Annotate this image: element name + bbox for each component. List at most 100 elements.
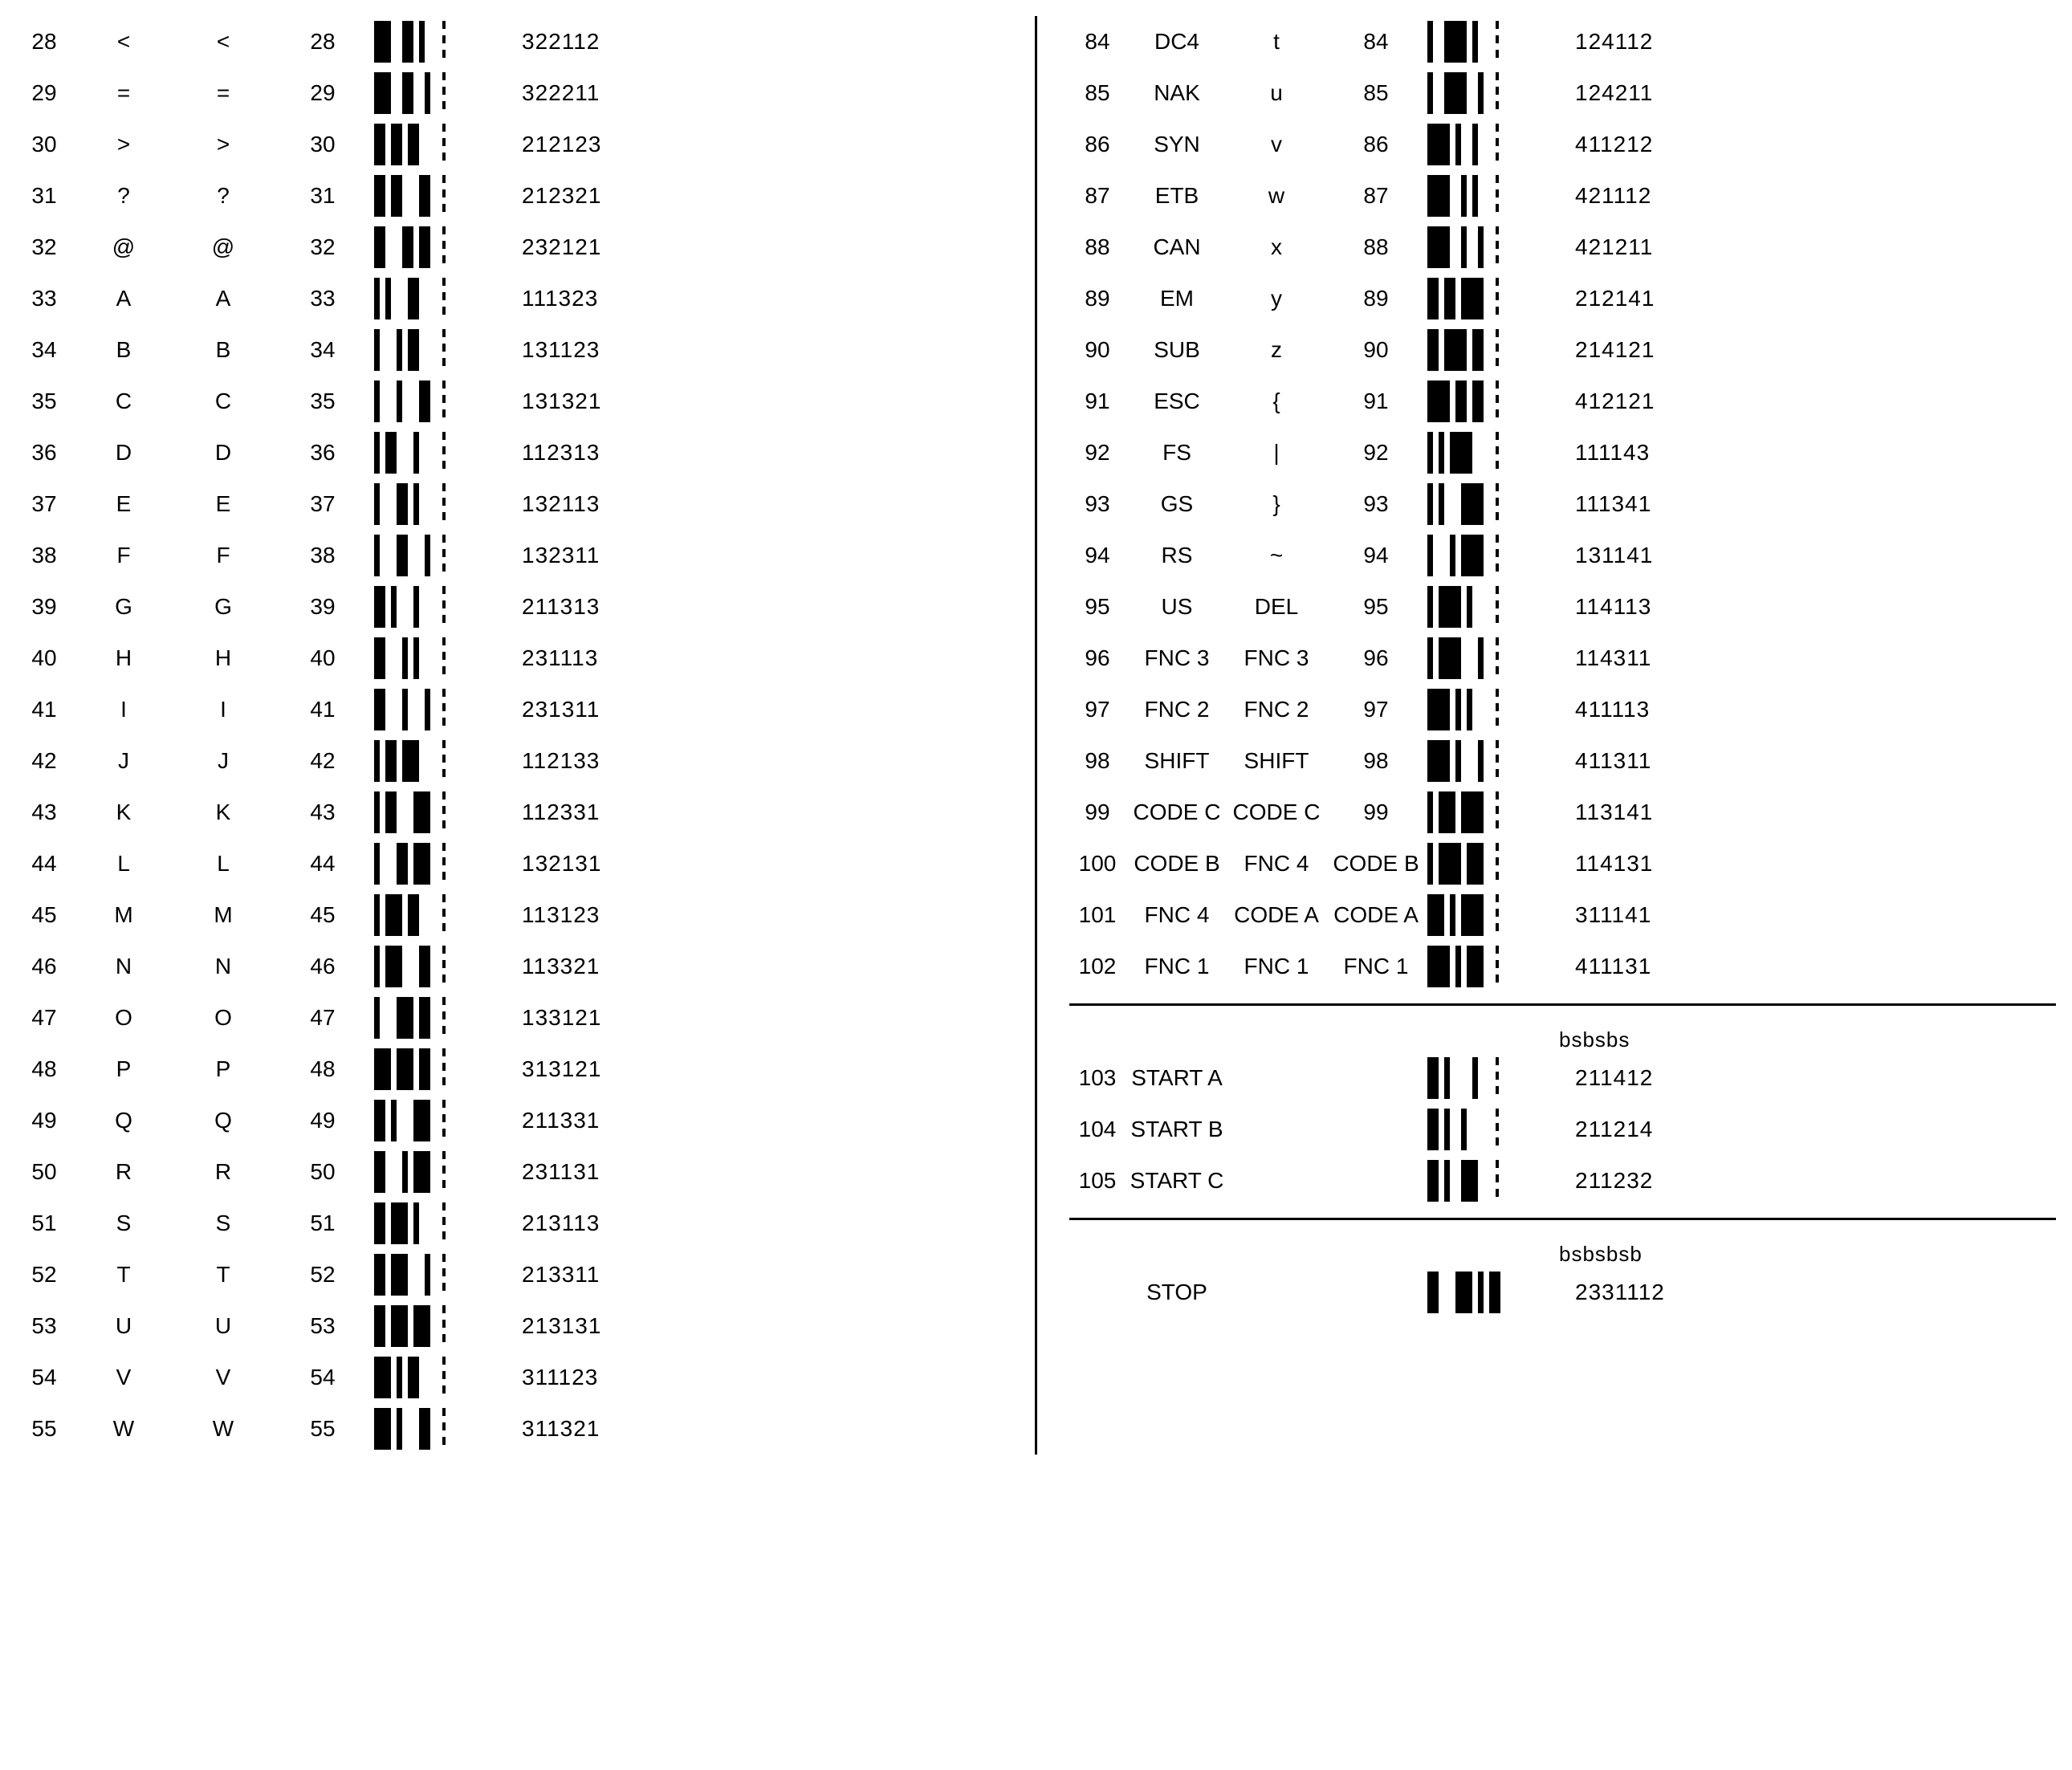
cell-value: 42 [16, 748, 72, 774]
cell-code-b: T [175, 1262, 271, 1288]
cell-code-b: G [175, 594, 271, 620]
barcode-icon [1427, 329, 1572, 371]
cell-code-b: v [1228, 132, 1325, 157]
cell-code-c: 42 [275, 748, 371, 774]
table-row: 54 V V 54 311123 [16, 1352, 1003, 1403]
cell-code-a: FNC 1 [1129, 954, 1225, 979]
cell-pattern: 212141 [1575, 286, 1687, 311]
cell-pattern: 111341 [1575, 491, 1687, 517]
cell-code-b: U [175, 1313, 271, 1339]
barcode-icon [1427, 175, 1572, 217]
cell-code-a: ETB [1129, 183, 1225, 209]
cell-code-c: 88 [1328, 234, 1424, 260]
cell-value: 86 [1069, 132, 1126, 157]
barcode-icon [374, 997, 519, 1039]
barcode-icon [1427, 740, 1572, 782]
barcode-icon [374, 791, 519, 833]
cell-pattern: 113321 [522, 954, 634, 979]
cell-value: 41 [16, 697, 72, 722]
table-row: 93 GS } 93 111341 [1069, 478, 2056, 530]
column-divider [1035, 16, 1037, 1455]
cell-code-c: 91 [1328, 389, 1424, 414]
table-row: 49 Q Q 49 211331 [16, 1095, 1003, 1146]
cell-code-b: | [1228, 440, 1325, 466]
cell-code-c: 47 [275, 1005, 371, 1031]
cell-code-a: @ [75, 234, 172, 260]
barcode-icon [1427, 278, 1572, 319]
cell-code-b: S [175, 1211, 271, 1236]
cell-code-b: SHIFT [1228, 748, 1325, 774]
cell-value: 36 [16, 440, 72, 466]
table-row: 30 > > 30 212123 [16, 119, 1003, 170]
table-row: 37 E E 37 132113 [16, 478, 1003, 530]
cell-value: 94 [1069, 543, 1126, 568]
barcode-icon [1427, 843, 1572, 885]
pattern-header: bsbsbsb [1559, 1242, 1671, 1267]
cell-value: 98 [1069, 748, 1126, 774]
cell-value: 34 [16, 337, 72, 363]
cell-code-a: DC4 [1129, 29, 1225, 55]
cell-code-b: w [1228, 183, 1325, 209]
table-row: 55 W W 55 311321 [16, 1403, 1003, 1455]
barcode-icon [374, 1100, 519, 1141]
cell-pattern: 211313 [522, 594, 634, 620]
cell-value: 32 [16, 234, 72, 260]
cell-code-a: START B [1129, 1117, 1225, 1142]
cell-value: 104 [1069, 1117, 1126, 1142]
cell-value: 37 [16, 491, 72, 517]
cell-code-c: 93 [1328, 491, 1424, 517]
barcode-icon [1427, 380, 1572, 422]
cell-code-b: } [1228, 491, 1325, 517]
cell-code-a: T [75, 1262, 172, 1288]
cell-pattern: 112313 [522, 440, 634, 466]
table-row: 32 @ @ 32 232121 [16, 222, 1003, 273]
cell-value: 85 [1069, 80, 1126, 106]
cell-code-c: 49 [275, 1108, 371, 1133]
table-row: 53 U U 53 213131 [16, 1300, 1003, 1352]
cell-value: 102 [1069, 954, 1126, 979]
cell-code-b: P [175, 1056, 271, 1082]
barcode-icon [1427, 1160, 1572, 1202]
cell-pattern: 311123 [522, 1365, 634, 1390]
cell-pattern: 132311 [522, 543, 634, 568]
cell-code-a: ? [75, 183, 172, 209]
cell-code-b: @ [175, 234, 271, 260]
cell-pattern: 313121 [522, 1056, 634, 1082]
cell-pattern: 411212 [1575, 132, 1687, 157]
cell-value: 92 [1069, 440, 1126, 466]
barcode-icon [374, 894, 519, 936]
cell-pattern: 231311 [522, 697, 634, 722]
pattern-header: bsbsbs [1559, 1027, 1671, 1052]
cell-code-a: START C [1129, 1168, 1225, 1194]
cell-value: 38 [16, 543, 72, 568]
table-row: 89 EM y 89 212141 [1069, 273, 2056, 324]
cell-code-c: 34 [275, 337, 371, 363]
cell-code-b: z [1228, 337, 1325, 363]
table-row: 50 R R 50 231131 [16, 1146, 1003, 1198]
cell-code-a: F [75, 543, 172, 568]
cell-code-a: R [75, 1159, 172, 1185]
cell-code-c: 95 [1328, 594, 1424, 620]
table-row: 103 START A 211412 [1069, 1052, 2056, 1104]
cell-pattern: 213113 [522, 1211, 634, 1236]
cell-pattern: 211214 [1575, 1117, 1687, 1142]
right-column: 84 DC4 t 84 124112 85 NAK u 85 124211 86… [1069, 16, 2056, 1455]
cell-value: 33 [16, 286, 72, 311]
barcode-icon [1427, 1272, 1572, 1313]
cell-code-c: 35 [275, 389, 371, 414]
cell-code-c: 38 [275, 543, 371, 568]
cell-code-a: EM [1129, 286, 1225, 311]
cell-pattern: 421211 [1575, 234, 1687, 260]
table-row: 88 CAN x 88 421211 [1069, 222, 2056, 273]
table-row: 36 D D 36 112313 [16, 427, 1003, 478]
table-row: 102 FNC 1 FNC 1 FNC 1 411131 [1069, 941, 2056, 992]
cell-code-b: E [175, 491, 271, 517]
table-row: 85 NAK u 85 124211 [1069, 67, 2056, 119]
cell-value: 84 [1069, 29, 1126, 55]
barcode-icon [1427, 1109, 1572, 1150]
barcode-icon [374, 483, 519, 525]
left-column: 28 < < 28 322112 29 = = 29 322211 30 > >… [16, 16, 1003, 1455]
cell-code-b: D [175, 440, 271, 466]
barcode-icon [374, 637, 519, 679]
cell-pattern: 214121 [1575, 337, 1687, 363]
